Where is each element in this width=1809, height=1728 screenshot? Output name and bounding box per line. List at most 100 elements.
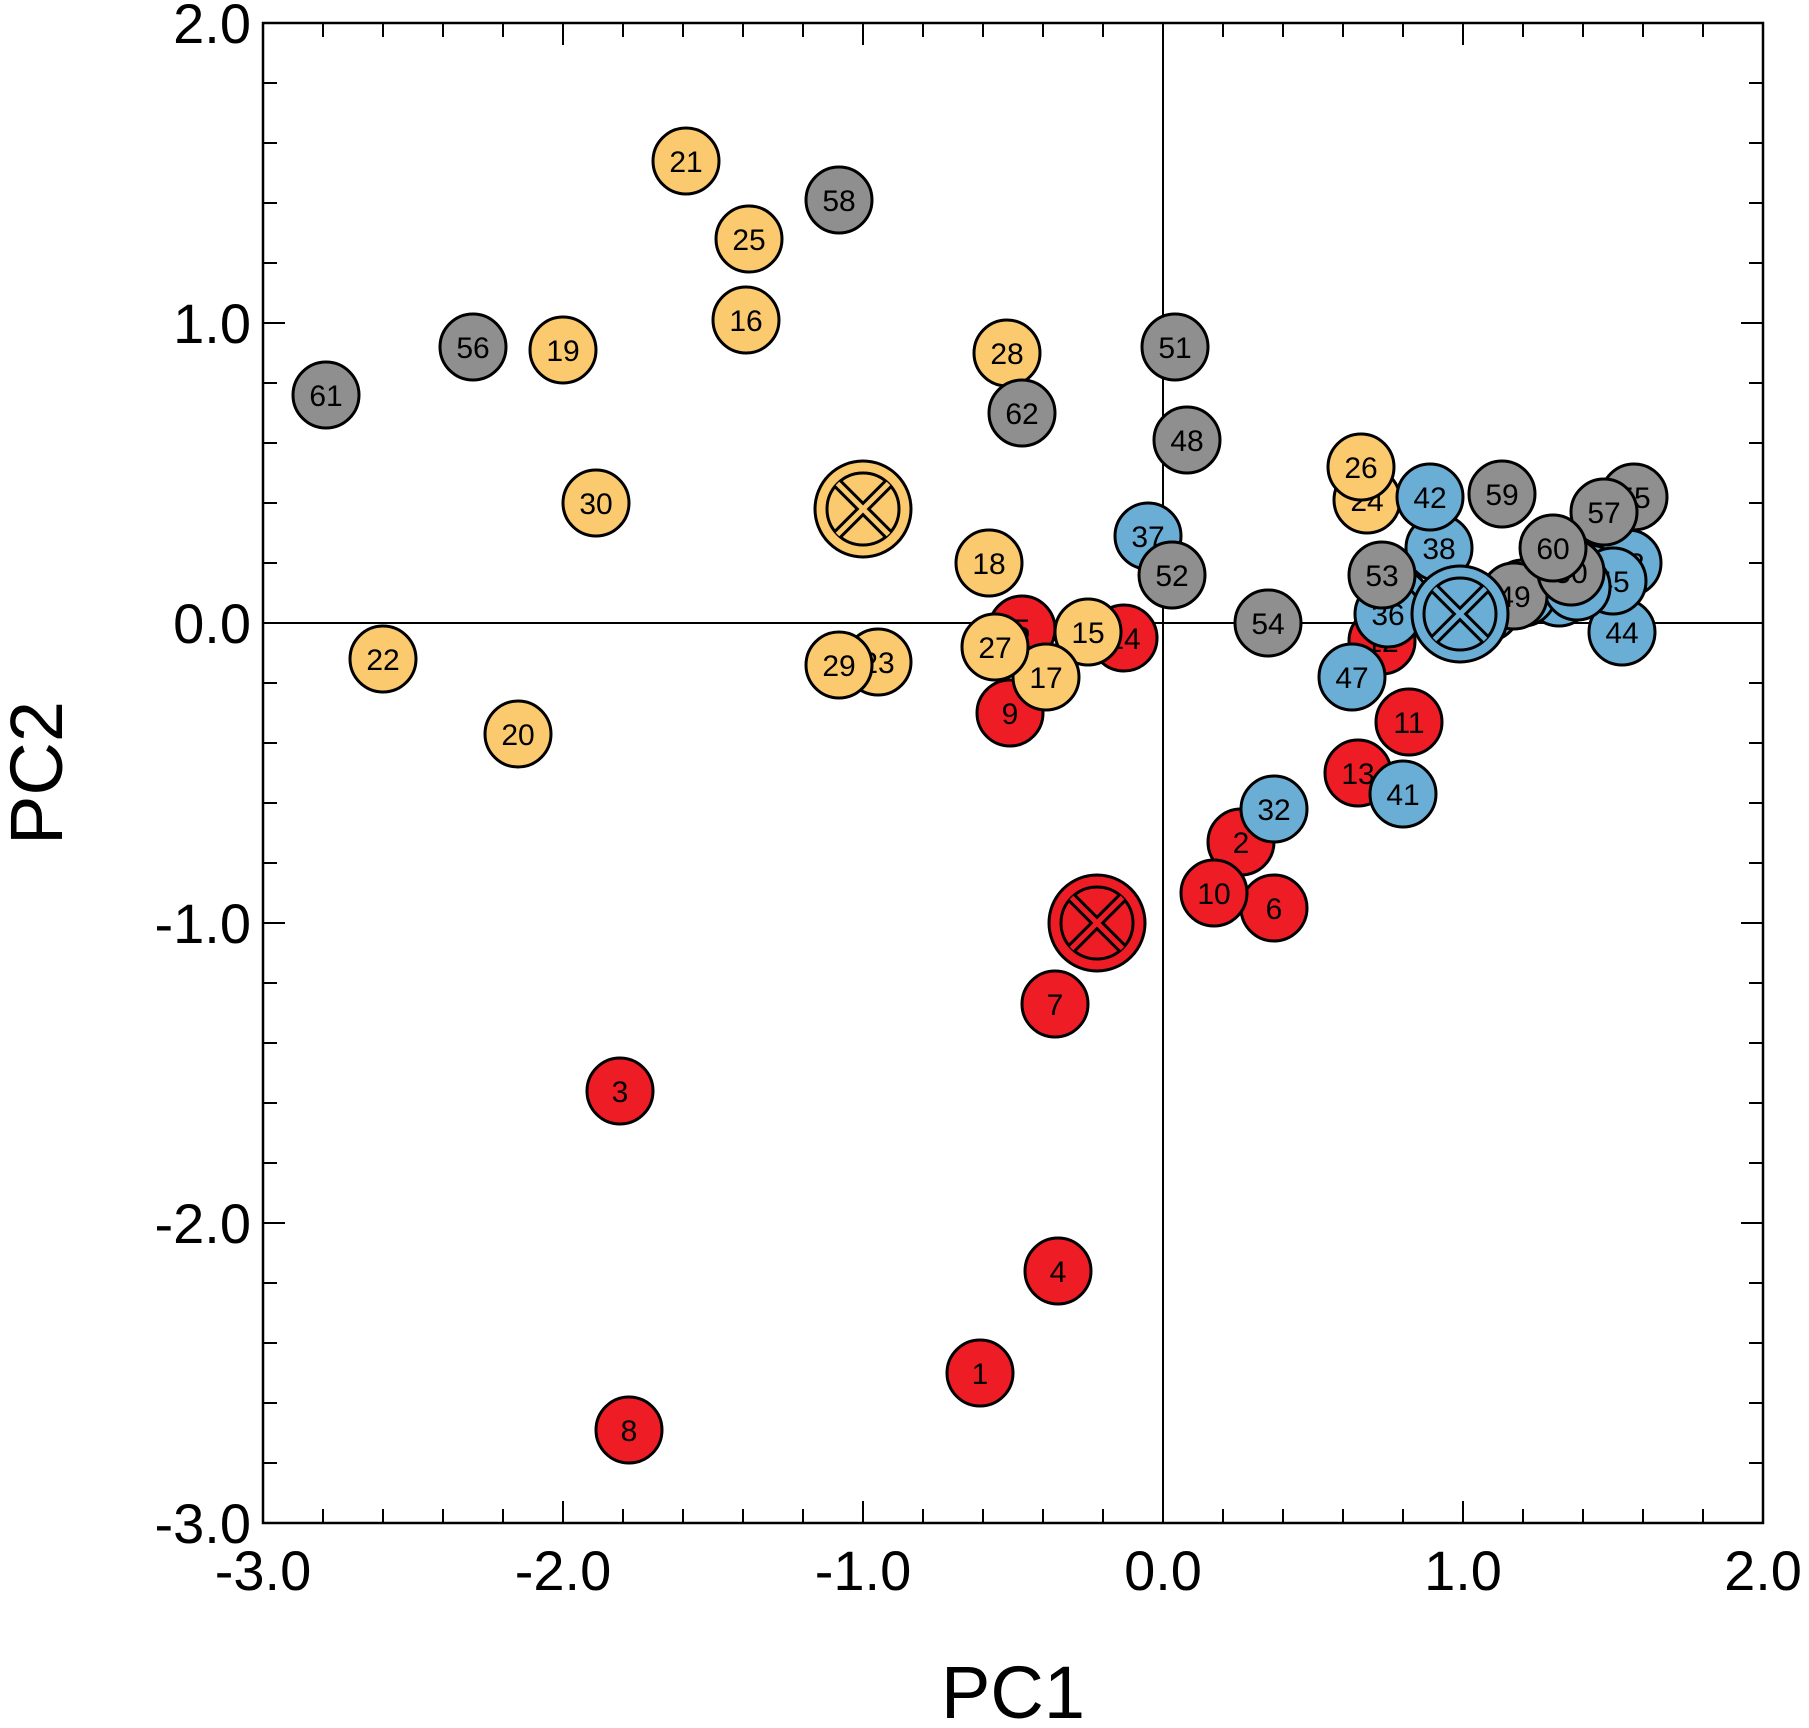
point-label: 51: [1158, 332, 1191, 365]
y-axis-title: PC2: [0, 701, 78, 845]
point-62: 62: [987, 378, 1057, 448]
point-marker: [1152, 405, 1222, 475]
point-marker: [1011, 642, 1081, 712]
point-56: 56: [438, 312, 508, 382]
point-marker: [1368, 759, 1438, 829]
point-label: 18: [972, 548, 1005, 581]
y-tick-label: 1.0: [173, 292, 251, 355]
point-label: 1: [972, 1358, 989, 1391]
point-20: 20: [483, 699, 553, 769]
point-label: 53: [1365, 560, 1398, 593]
point-8: 8: [594, 1395, 664, 1465]
point-marker: [1467, 459, 1537, 529]
point-label: 57: [1587, 497, 1620, 530]
point-label: 30: [579, 488, 612, 521]
point-label: 38: [1422, 533, 1455, 566]
point-marker: [348, 624, 418, 694]
centroid-cross-b-fill: [835, 481, 891, 537]
point-label: 58: [822, 185, 855, 218]
point-marker: [1374, 687, 1444, 757]
point-28: 28: [972, 318, 1042, 388]
point-44: 44: [1587, 597, 1657, 667]
point-61: 61: [291, 360, 361, 430]
point-27: 27: [960, 612, 1030, 682]
point-marker: [1347, 540, 1417, 610]
centroid-orange: [813, 459, 913, 559]
point-25: 25: [714, 204, 784, 274]
point-57: 57: [1569, 477, 1639, 547]
point-4: 4: [1023, 1236, 1093, 1306]
point-label: 21: [669, 146, 702, 179]
point-marker: [438, 312, 508, 382]
point-52: 52: [1137, 540, 1207, 610]
point-label: 32: [1257, 794, 1290, 827]
point-label: 44: [1605, 617, 1638, 650]
point-marker: [1023, 1236, 1093, 1306]
point-label: 27: [978, 632, 1011, 665]
point-label: 6: [1266, 893, 1283, 926]
point-label: 17: [1029, 662, 1062, 695]
x-tick-label: 0.0: [1124, 1539, 1202, 1602]
point-marker: [954, 528, 1024, 598]
centroid-cross-b-fill: [1069, 895, 1125, 951]
point-label: 26: [1344, 452, 1377, 485]
point-label: 59: [1485, 479, 1518, 512]
centroid-blue: [1410, 564, 1510, 664]
point-32: 32: [1239, 774, 1309, 844]
point-21: 21: [651, 126, 721, 196]
point-label: 47: [1335, 662, 1368, 695]
point-29: 29: [804, 630, 874, 700]
point-marker: [804, 630, 874, 700]
point-label: 48: [1170, 425, 1203, 458]
point-18: 18: [954, 528, 1024, 598]
x-tick-label: -1.0: [815, 1539, 912, 1602]
point-26: 26: [1326, 432, 1396, 502]
point-label: 56: [456, 332, 489, 365]
point-marker: [1179, 858, 1249, 928]
point-42: 42: [1395, 462, 1465, 532]
point-54: 54: [1233, 588, 1303, 658]
x-tick-label: 2.0: [1724, 1539, 1802, 1602]
point-3: 3: [585, 1056, 655, 1126]
point-label: 7: [1047, 989, 1064, 1022]
point-label: 62: [1005, 398, 1038, 431]
point-label: 4: [1050, 1256, 1067, 1289]
point-marker: [291, 360, 361, 430]
point-marker: [585, 1056, 655, 1126]
y-tick-label: -2.0: [155, 1192, 252, 1255]
point-label: 20: [501, 719, 534, 752]
point-label: 16: [729, 305, 762, 338]
x-tick-label: -3.0: [215, 1539, 312, 1602]
centroid-red: [1047, 873, 1147, 973]
point-60: 60: [1518, 513, 1588, 583]
point-label: 61: [309, 380, 342, 413]
point-marker: [1317, 642, 1387, 712]
point-58: 58: [804, 165, 874, 235]
point-41: 41: [1368, 759, 1438, 829]
point-15: 15: [1053, 597, 1123, 667]
point-label: 22: [366, 644, 399, 677]
point-22: 22: [348, 624, 418, 694]
point-51: 51: [1140, 312, 1210, 382]
point-marker: [804, 165, 874, 235]
y-tick-label: -1.0: [155, 892, 252, 955]
centroid-cross-b-fill: [1432, 586, 1488, 642]
point-label: 60: [1536, 533, 1569, 566]
point-16: 16: [711, 285, 781, 355]
point-marker: [1239, 774, 1309, 844]
point-label: 19: [546, 335, 579, 368]
point-label: 42: [1413, 482, 1446, 515]
point-marker: [528, 315, 598, 385]
point-label: 8: [621, 1415, 638, 1448]
point-17: 17: [1011, 642, 1081, 712]
point-19: 19: [528, 315, 598, 385]
point-marker: [1140, 312, 1210, 382]
point-label: 15: [1071, 617, 1104, 650]
point-marker: [1395, 462, 1465, 532]
point-marker: [594, 1395, 664, 1465]
point-marker: [711, 285, 781, 355]
group-centroids: [813, 459, 1510, 973]
plot-frame: [261, 21, 1765, 1525]
